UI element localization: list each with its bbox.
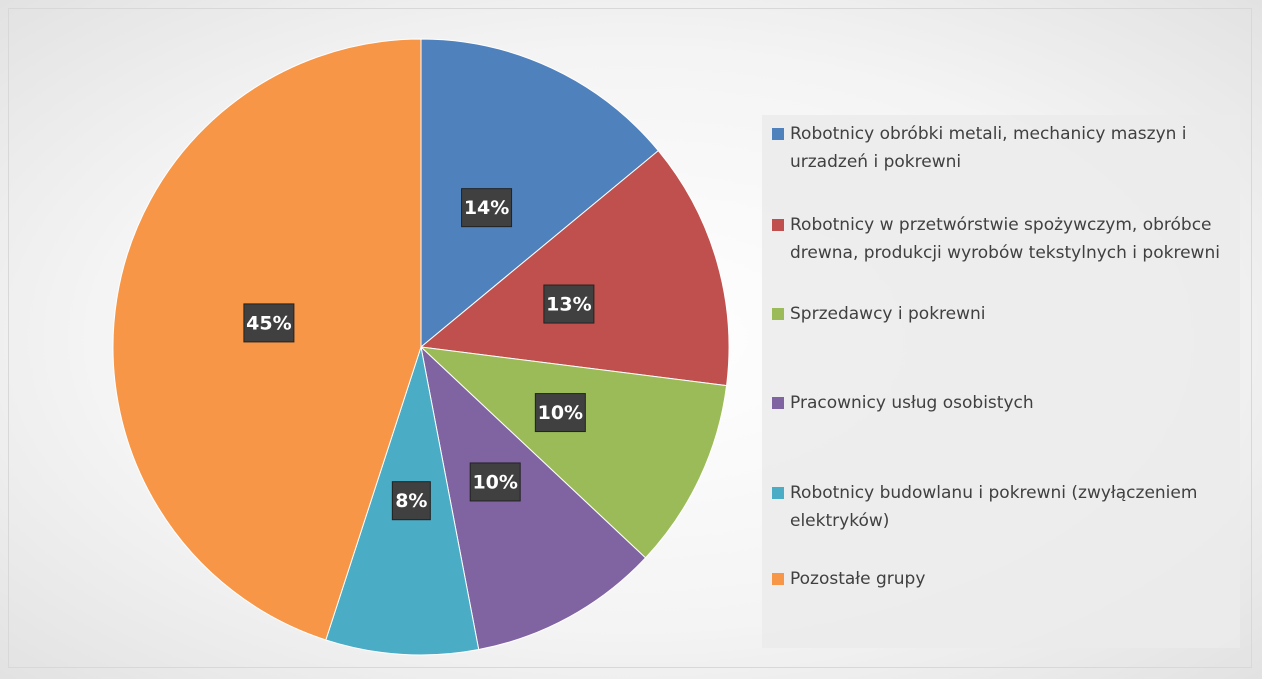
legend-swatch [772,219,784,231]
data-label: 10% [472,471,517,493]
pie-slice [419,149,730,387]
label-box [543,284,595,324]
pie-slice [420,345,647,651]
legend-label: Pracownicy usług osobistych [790,393,1034,413]
frame [8,8,1252,668]
legend-swatch [772,397,784,409]
legend-swatch [772,308,784,320]
label-box [469,462,521,502]
legend-label: Robotnicy budowlanu i pokrewni (zwyłącze… [790,483,1198,531]
data-label: 13% [546,294,591,316]
data-label: 10% [538,402,583,424]
legend-swatch [772,128,784,140]
label-box [243,303,295,343]
label-box [461,188,513,228]
legend-label: Robotnicy w przetwórstwie spożywczym, ob… [790,215,1220,263]
legend-swatch [772,573,784,585]
label-box [534,393,586,433]
legend-entry: Robotnicy w przetwórstwie spożywczym, ob… [772,211,1245,267]
legend: Robotnicy obróbki metali, mechanicy masz… [762,115,1240,648]
data-label: 8% [395,490,427,512]
legend-swatch [772,487,784,499]
data-label: 45% [246,312,291,334]
legend-label: Pozostałe grupy [790,569,926,589]
pie-slice [420,38,660,349]
legend-entry: Pozostałe grupy [772,565,1245,593]
legend-entry: Sprzedawcy i pokrewni [772,300,1245,328]
pie-slice [419,346,728,559]
data-label: 14% [464,197,509,219]
legend-entry: Robotnicy budowlanu i pokrewni (zwyłącze… [772,479,1245,535]
legend-entry: Pracownicy usług osobistych [772,389,1245,417]
legend-label: Robotnicy obróbki metali, mechanicy masz… [790,124,1187,172]
label-box [391,481,431,521]
legend-entry: Robotnicy obróbki metali, mechanicy masz… [772,120,1245,176]
legend-label: Sprzedawcy i pokrewni [790,304,986,324]
